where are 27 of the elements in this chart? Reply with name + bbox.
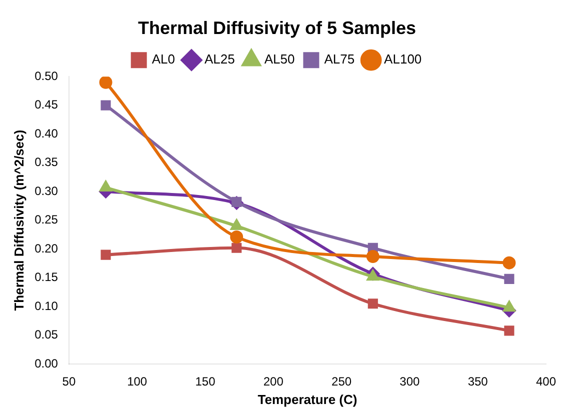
legend-label: AL0: [152, 52, 175, 67]
y-axis-title: Thermal Diffusivity (m^2/sec): [11, 130, 26, 311]
chart-title: Thermal Diffusivity of 5 Samples: [138, 18, 416, 38]
x-tick-label: 100: [127, 374, 148, 389]
y-tick-label: 0.45: [34, 98, 58, 112]
y-tick-label: 0.35: [34, 155, 58, 170]
y-tick-label: 0.20: [34, 241, 58, 256]
x-tick-label: 200: [263, 374, 284, 389]
x-axis-title: Temperature (C): [258, 392, 358, 407]
y-tick-label: 0.50: [34, 68, 58, 83]
x-tick-label: 50: [62, 374, 76, 389]
x-tick-label: 350: [468, 374, 488, 389]
y-tick-label: 0.10: [34, 298, 58, 313]
x-tick-label: 150: [195, 374, 216, 389]
y-tick-label: 0.30: [34, 184, 58, 198]
legend-label: AL100: [384, 52, 422, 67]
x-tick-label: 400: [536, 374, 556, 389]
y-tick-label: 0.40: [34, 126, 58, 140]
legend-label: AL75: [324, 52, 355, 67]
legend-label: AL50: [264, 52, 295, 67]
y-tick-label: 0.15: [34, 270, 58, 284]
y-tick-label: 0.00: [34, 356, 58, 370]
x-tick-label: 300: [400, 374, 420, 389]
y-tick-label: 0.25: [34, 212, 58, 227]
legend-label: AL25: [204, 52, 235, 67]
x-tick-label: 250: [332, 374, 352, 389]
y-tick-label: 0.05: [34, 328, 58, 342]
